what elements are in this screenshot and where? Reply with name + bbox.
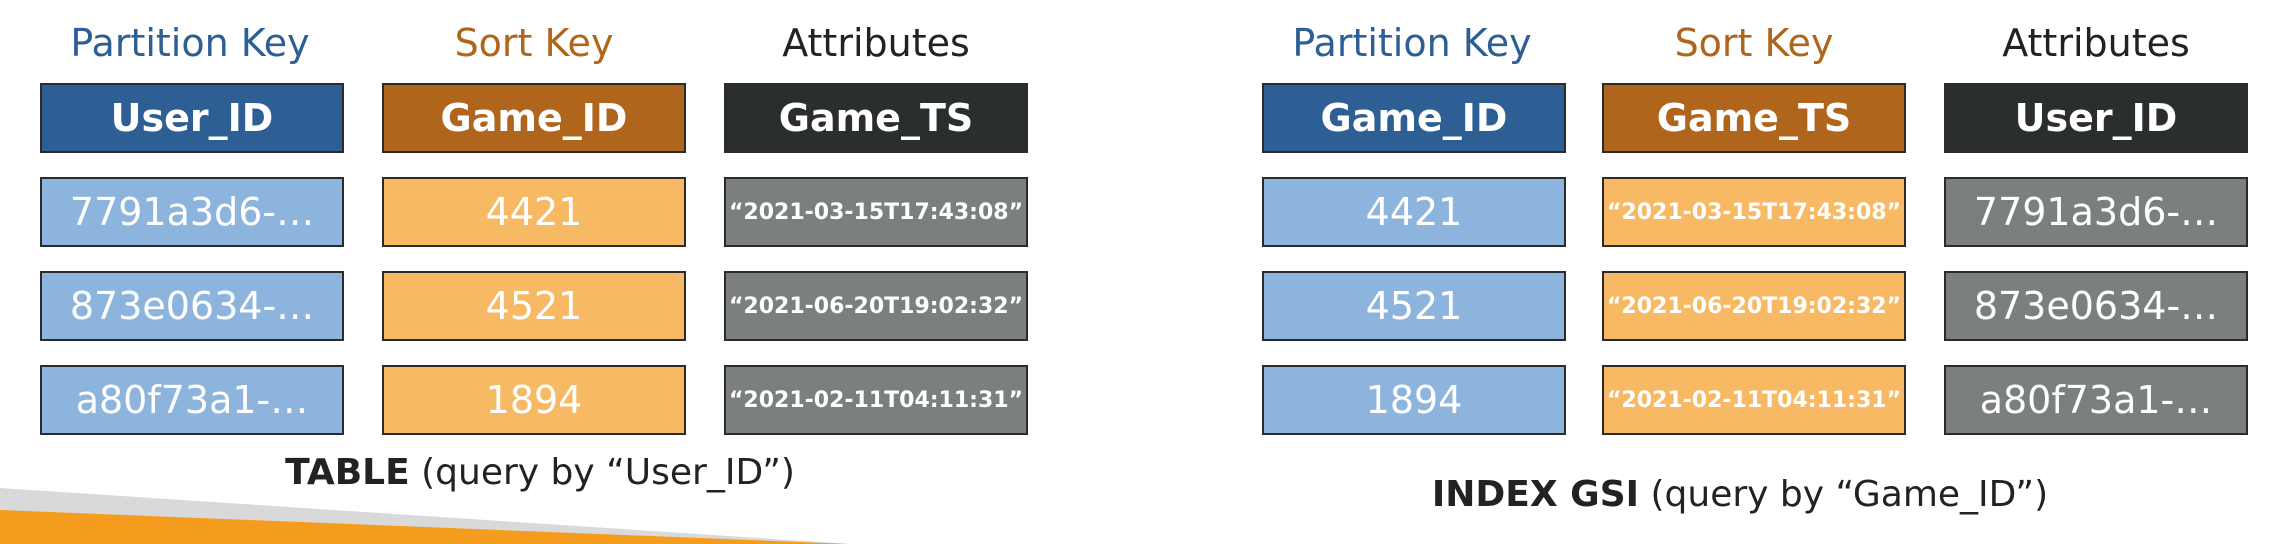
index-row1-partition-cell: 4421 [1262, 177, 1566, 247]
index-caption-bold: INDEX GSI [1431, 474, 1640, 515]
index-header-game-ts: Game_TS [1602, 83, 1906, 153]
table-row2-partition-cell: 873e0634-… [40, 271, 344, 341]
index-row2-partition-cell: 4521 [1262, 271, 1566, 341]
table-header-user-id: User_ID [40, 83, 344, 153]
table-row3-partition-cell: a80f73a1-… [40, 365, 344, 435]
gray-wedge [0, 488, 850, 544]
table-row1-sort-cell: 4421 [382, 177, 686, 247]
index-row1-attribute-cell: 7791a3d6-… [1944, 177, 2248, 247]
index-header-user-id: User_ID [1944, 83, 2248, 153]
index-row1-sort-cell: “2021-03-15T17:43:08” [1602, 177, 1906, 247]
table-row3-sort-cell: 1894 [382, 365, 686, 435]
index-row3-attribute-cell: a80f73a1-… [1944, 365, 2248, 435]
table-row2-attribute-cell: “2021-06-20T19:02:32” [724, 271, 1028, 341]
table-caption-bold: TABLE [285, 452, 410, 493]
index-row2-sort-cell: “2021-06-20T19:02:32” [1602, 271, 1906, 341]
index-caption-rest: (query by “Game_ID”) [1639, 474, 2049, 515]
table-caption-rest: (query by “User_ID”) [409, 452, 795, 493]
table-row1-attribute-cell: “2021-03-15T17:43:08” [724, 177, 1028, 247]
table-partition-key-title: Partition Key [70, 21, 310, 65]
table-attributes-title: Attributes [782, 21, 970, 65]
table-header-game-ts: Game_TS [724, 83, 1028, 153]
index-header-game-id: Game_ID [1262, 83, 1566, 153]
index-caption: INDEX GSI (query by “Game_ID”) [1380, 474, 2100, 515]
index-partition-key-title: Partition Key [1292, 21, 1532, 65]
index-row2-attribute-cell: 873e0634-… [1944, 271, 2248, 341]
orange-wedge [0, 510, 850, 544]
table-caption: TABLE (query by “User_ID”) [200, 452, 880, 493]
index-row3-sort-cell: “2021-02-11T04:11:31” [1602, 365, 1906, 435]
table-header-game-id: Game_ID [382, 83, 686, 153]
table-row3-attribute-cell: “2021-02-11T04:11:31” [724, 365, 1028, 435]
table-row2-sort-cell: 4521 [382, 271, 686, 341]
table-row1-partition-cell: 7791a3d6-… [40, 177, 344, 247]
index-attributes-title: Attributes [2002, 21, 2190, 65]
index-row3-partition-cell: 1894 [1262, 365, 1566, 435]
index-sort-key-title: Sort Key [1674, 21, 1834, 65]
table-sort-key-title: Sort Key [454, 21, 614, 65]
